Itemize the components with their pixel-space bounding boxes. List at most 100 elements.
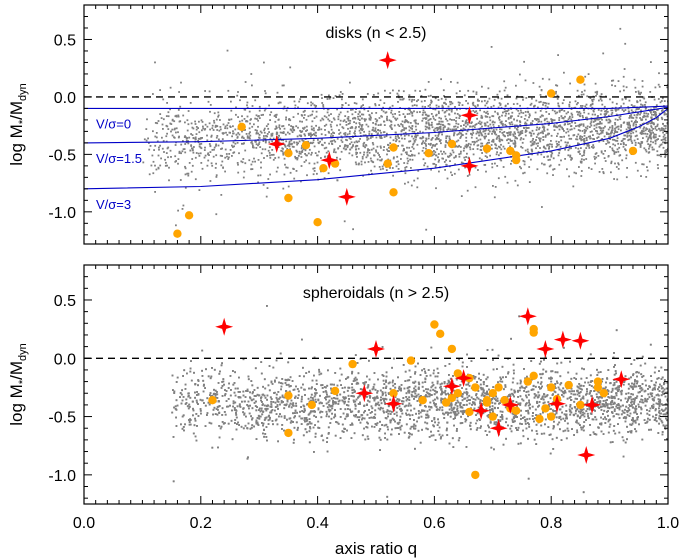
plot-area <box>84 305 668 498</box>
cloud-point <box>584 126 587 129</box>
cloud-point <box>367 125 370 128</box>
cloud-point <box>613 153 616 155</box>
cloud-point <box>583 138 586 140</box>
cloud-point <box>476 117 478 120</box>
cloud-point <box>333 118 336 121</box>
cloud-point <box>183 136 186 138</box>
cloud-point <box>343 119 346 122</box>
cloud-point <box>616 125 619 128</box>
cloud-point <box>270 133 273 136</box>
cloud-point <box>506 132 508 134</box>
cloud-point <box>596 93 598 95</box>
cloud-point <box>376 119 378 122</box>
cloud-point <box>529 114 531 117</box>
cloud-point <box>245 120 247 123</box>
cloud-point <box>489 154 491 157</box>
cloud-point <box>241 161 244 164</box>
cloud-point <box>615 109 618 111</box>
cloud-point <box>284 133 287 136</box>
cloud-point <box>342 120 345 123</box>
cloud-point <box>541 77 544 80</box>
cloud-point <box>609 135 612 138</box>
cloud-point <box>530 144 533 147</box>
cloud-point <box>585 103 588 106</box>
cloud-point <box>162 128 164 130</box>
cloud-point <box>204 154 207 157</box>
cloud-point <box>636 114 638 116</box>
cloud-point <box>507 138 510 141</box>
cloud-point <box>349 122 351 125</box>
cloud-point <box>581 91 583 93</box>
cloud-point <box>313 134 316 136</box>
cloud-point <box>649 129 651 132</box>
cloud-point <box>487 125 490 127</box>
cloud-point <box>428 135 430 137</box>
cloud-point <box>217 144 220 147</box>
cloud-point <box>548 165 551 168</box>
cloud-point <box>155 132 158 134</box>
cloud-point <box>386 148 388 151</box>
cloud-point <box>377 92 380 95</box>
cloud-point <box>433 129 435 132</box>
cloud-point <box>570 125 572 128</box>
cloud-point <box>421 119 424 122</box>
cloud-point <box>635 125 637 128</box>
cloud-point <box>652 136 655 139</box>
cloud-point <box>589 131 592 133</box>
cloud-point <box>594 153 597 155</box>
cloud-point <box>277 146 280 148</box>
cloud-point <box>462 162 465 165</box>
cloud-point <box>654 112 657 115</box>
cloud-point <box>390 120 392 123</box>
cloud-point <box>444 115 447 118</box>
cloud-point <box>556 126 559 129</box>
cloud-point <box>480 149 483 151</box>
cloud-point <box>265 139 267 142</box>
cloud-point <box>214 126 217 128</box>
cloud-point <box>660 116 663 119</box>
cloud-point <box>269 173 271 176</box>
cloud-point <box>292 116 295 118</box>
cloud-point <box>288 123 290 126</box>
cloud-point <box>499 121 502 124</box>
cloud-point <box>318 128 321 131</box>
cloud-point <box>625 176 628 179</box>
cloud-point <box>190 144 192 147</box>
cloud-point <box>361 157 364 160</box>
cloud-point <box>456 408 458 411</box>
cloud-point <box>472 90 475 93</box>
cloud-point <box>645 112 648 115</box>
cloud-point <box>348 132 351 135</box>
cloud-point <box>228 153 231 155</box>
cloud-point <box>340 150 343 153</box>
cloud-point <box>240 160 243 163</box>
cloud-point <box>201 167 204 170</box>
cloud-point <box>589 97 592 99</box>
cloud-point <box>374 104 377 107</box>
cloud-point <box>327 150 330 153</box>
cloud-point <box>216 129 219 131</box>
cloud-point <box>318 150 320 153</box>
cloud-point <box>514 141 517 143</box>
cloud-point <box>466 130 469 133</box>
cloud-point <box>590 118 593 121</box>
cloud-point <box>564 148 566 151</box>
cloud-point <box>485 128 487 131</box>
cloud-point <box>604 125 606 128</box>
cloud-point <box>438 126 441 129</box>
cloud-point <box>202 127 205 130</box>
cloud-point <box>360 117 363 120</box>
cloud-point <box>563 130 565 132</box>
cloud-point <box>297 142 299 145</box>
cloud-point <box>439 386 441 389</box>
cloud-point <box>288 118 291 120</box>
cloud-point <box>271 132 274 135</box>
cloud-point <box>313 170 316 172</box>
cloud-point <box>577 111 580 114</box>
cloud-point <box>279 127 281 130</box>
cloud-point <box>449 103 452 106</box>
cloud-point <box>366 151 369 154</box>
cloud-point <box>636 169 639 172</box>
cloud-point <box>550 118 553 120</box>
cloud-point <box>187 172 190 175</box>
